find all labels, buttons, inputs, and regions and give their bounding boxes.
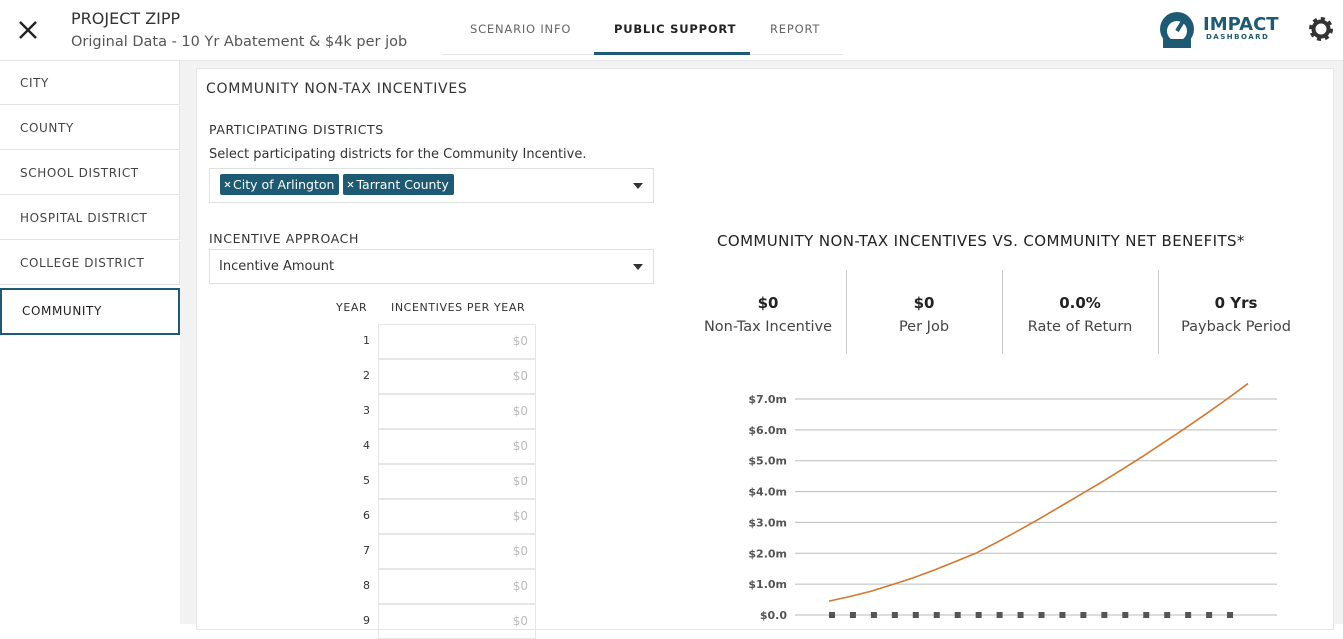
year-label: 4 xyxy=(363,439,370,452)
district-select[interactable]: City of Arlington Tarrant County xyxy=(209,168,654,203)
project-title: PROJECT ZIPP xyxy=(71,9,181,28)
column-header: YEAR xyxy=(336,301,368,314)
logo-name: IMPACT xyxy=(1203,14,1279,35)
stat-value: $0 xyxy=(757,294,779,312)
stat: $0 Per Job xyxy=(846,270,1003,354)
incentive-input[interactable]: $0 xyxy=(378,534,536,569)
sidebar-item[interactable]: SCHOOL DISTRICT xyxy=(0,151,180,195)
year-label: 8 xyxy=(363,579,370,592)
sidebar-item[interactable]: CITY xyxy=(0,61,180,105)
tab[interactable]: SCENARIO INFO xyxy=(470,22,572,36)
dropdown-arrow xyxy=(633,264,643,270)
year-label: 1 xyxy=(363,334,370,347)
chart: $0.0 $1.0m $2.0m $3.0m $4.0m $5.0m $6.0m $7.0m xyxy=(748,382,1277,622)
series-line xyxy=(828,382,1249,602)
stat-label: Non-Tax Incentive xyxy=(703,319,833,335)
tab-indicator xyxy=(594,52,750,55)
stat: $0 Non-Tax Incentive xyxy=(690,270,847,354)
y-tick-label: $6.0m xyxy=(748,424,787,437)
approach-select[interactable]: Incentive Amount xyxy=(209,249,654,284)
field-label: INCENTIVE APPROACH xyxy=(209,231,359,246)
project-subtitle: Original Data - 10 Yr Abatement & $4k pe… xyxy=(71,34,408,50)
select-value: Incentive Amount xyxy=(219,259,335,274)
year-label: 3 xyxy=(363,404,370,417)
tag-label: Tarrant County xyxy=(356,177,449,192)
year-label: 9 xyxy=(363,614,370,627)
stat-value: 0.0% xyxy=(1059,294,1101,312)
district-tag[interactable]: Tarrant County xyxy=(343,174,454,195)
panel xyxy=(196,68,1334,630)
stat: 0.0% Rate of Return xyxy=(1002,270,1159,354)
incentive-input[interactable]: $0 xyxy=(378,569,536,604)
panel-title: COMMUNITY NON-TAX INCENTIVES xyxy=(206,81,468,97)
stat-label: Per Job xyxy=(898,319,950,335)
incentive-input[interactable]: $0 xyxy=(378,359,536,394)
y-tick-label: $7.0m xyxy=(748,393,787,406)
y-tick-label: $3.0m xyxy=(748,516,787,529)
sidebar-item-active[interactable]: COMMUNITY xyxy=(0,288,180,335)
tab[interactable]: REPORT xyxy=(770,22,821,36)
incentive-input[interactable]: $0 xyxy=(378,429,536,464)
remove-icon[interactable] xyxy=(224,181,233,189)
y-tick-label: $5.0m xyxy=(748,455,787,468)
header: PROJECT ZIPP Original Data - 10 Yr Abate… xyxy=(0,0,1343,61)
stat-label: Payback Period xyxy=(1181,319,1291,335)
stat: 0 Yrs Payback Period xyxy=(1158,270,1314,354)
stat-label: Rate of Return xyxy=(1027,319,1133,335)
stat-value: $0 xyxy=(913,294,935,312)
y-tick-label: $4.0m xyxy=(748,486,787,499)
sidebar-item[interactable]: COUNTY xyxy=(0,106,180,150)
year-label: 2 xyxy=(363,369,370,382)
logo-tagline: DASHBOARD xyxy=(1206,33,1270,41)
help-text: Select participating districts for the C… xyxy=(209,147,587,162)
incentive-input[interactable]: $0 xyxy=(378,499,536,534)
tag-label: City of Arlington xyxy=(233,177,335,192)
year-label: 5 xyxy=(363,474,370,487)
year-label: 6 xyxy=(363,509,370,522)
close-button[interactable] xyxy=(18,20,38,40)
sidebar-item[interactable]: HOSPITAL DISTRICT xyxy=(0,196,180,240)
incentive-input[interactable]: $0 xyxy=(378,464,536,499)
district-tag[interactable]: City of Arlington xyxy=(220,174,340,195)
dropdown-arrow xyxy=(633,183,643,189)
field-label: PARTICIPATING DISTRICTS xyxy=(209,122,384,137)
stat-value: 0 Yrs xyxy=(1214,294,1258,312)
incentive-input[interactable]: $0 xyxy=(378,394,536,429)
y-tick-label: $1.0m xyxy=(748,578,787,591)
y-tick-label: $2.0m xyxy=(748,547,787,560)
tab-active[interactable]: PUBLIC SUPPORT xyxy=(614,22,737,36)
column-header: INCENTIVES PER YEAR xyxy=(391,301,526,314)
incentive-input[interactable]: $0 xyxy=(378,604,536,639)
chart-title: COMMUNITY NON-TAX INCENTIVES VS. COMMUNI… xyxy=(717,232,1245,250)
sidebar-item[interactable]: COLLEGE DISTRICT xyxy=(0,241,180,285)
incentive-input[interactable]: $0 xyxy=(378,324,536,359)
remove-icon[interactable] xyxy=(347,181,356,189)
settings-button[interactable] xyxy=(1307,15,1335,43)
year-label: 7 xyxy=(363,544,370,557)
logo-icon xyxy=(1160,12,1194,48)
y-tick-label: $0.0 xyxy=(760,609,787,622)
